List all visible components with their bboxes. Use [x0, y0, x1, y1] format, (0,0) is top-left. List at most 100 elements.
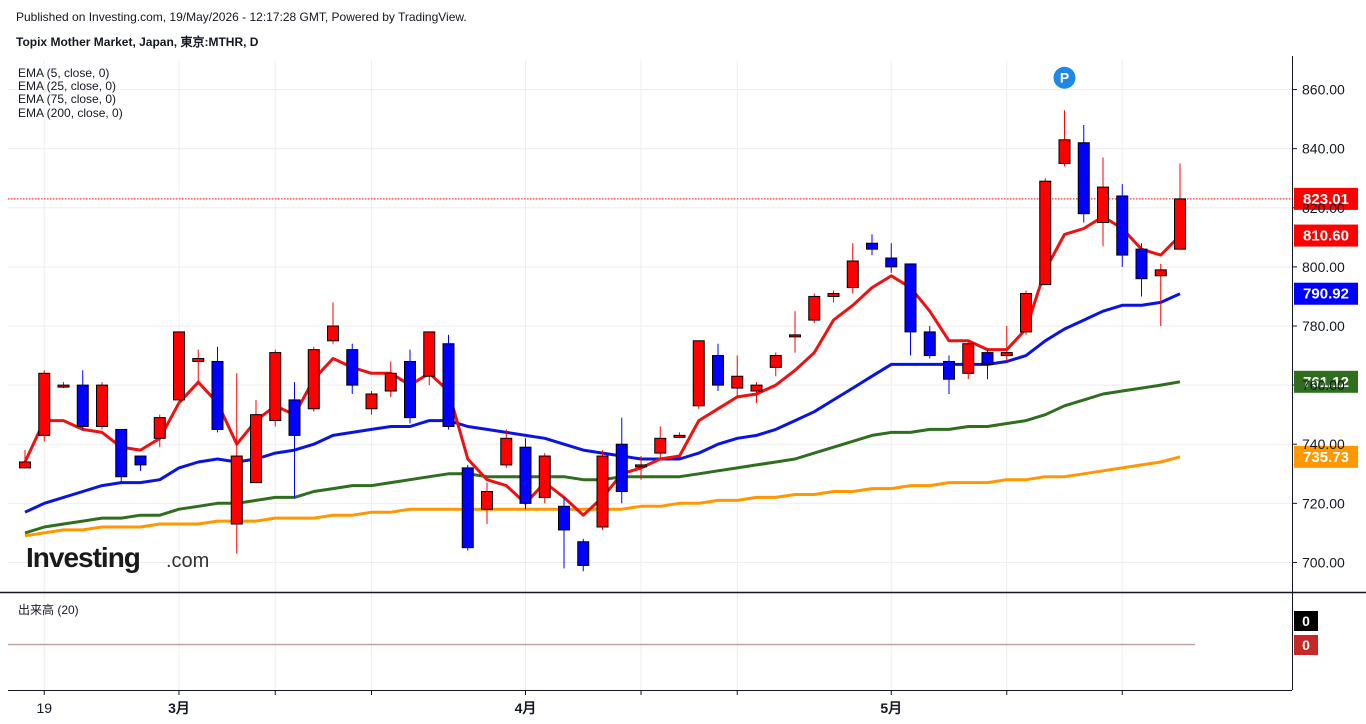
indicator-ema25: EMA (25, close, 0) — [18, 79, 116, 93]
candle-body — [692, 340, 705, 407]
volume-tag-b — [1294, 635, 1318, 655]
candle-body — [596, 455, 609, 528]
published-info: Published on Investing.com, 19/May/2026 … — [16, 10, 467, 24]
indicator-legend: EMA (5, close, 0) EMA (25, close, 0) EMA… — [18, 66, 123, 120]
candle-body — [789, 334, 801, 338]
price-tick-label: 820.00 — [1302, 200, 1345, 216]
candle-body — [1058, 139, 1071, 164]
candle-body — [384, 372, 397, 392]
candle-body — [1135, 248, 1148, 280]
volume-tag-a — [1294, 611, 1318, 631]
candle-body — [423, 331, 436, 377]
candle-body — [327, 325, 339, 342]
price-tick-label: 700.00 — [1302, 554, 1345, 570]
indicator-ema200: EMA (200, close, 0) — [18, 106, 123, 120]
candle-body — [192, 358, 205, 362]
candle-body — [1020, 292, 1032, 333]
candle-body — [1116, 195, 1129, 256]
marker-letter: P — [1060, 70, 1069, 86]
price-tags: 823.01 810.60 790.92 761.12 735.73 — [1294, 187, 1358, 468]
candle-body — [1174, 198, 1186, 250]
marker-circle — [1053, 66, 1076, 89]
candle-body — [519, 446, 532, 504]
candle-body — [269, 352, 282, 422]
price-tag-label: 761.12 — [1303, 374, 1349, 391]
price-tick-label: 780.00 — [1302, 318, 1345, 334]
candle-body — [288, 399, 301, 436]
candle-body — [654, 437, 667, 454]
candle-body — [307, 349, 320, 410]
time-tick-label: 4月 — [515, 700, 537, 716]
volume-label: 出来高 (20) — [18, 602, 79, 617]
candle-body — [904, 263, 917, 333]
candle-body — [57, 384, 70, 388]
grid-lines — [8, 60, 1292, 690]
candle-body — [346, 349, 359, 386]
price-tag-bg — [1294, 187, 1358, 210]
candle-body — [635, 464, 647, 468]
candle-body — [153, 417, 166, 439]
signal-marker[interactable]: P — [1053, 66, 1076, 89]
candle-body — [1097, 186, 1109, 224]
price-tag-label: 810.60 — [1303, 228, 1349, 245]
price-tick-label: 760.00 — [1302, 377, 1345, 393]
candle-body — [981, 352, 994, 365]
time-tick-label: 3月 — [168, 700, 190, 716]
candle-body — [461, 467, 474, 549]
price-tag-bg — [1294, 224, 1358, 247]
volume-panel: 出来高 (20) 0 0 — [8, 602, 1318, 655]
price-tag-label: 823.01 — [1303, 191, 1349, 208]
candle-body — [230, 455, 243, 525]
candle-body — [943, 360, 955, 380]
volume-value-a: 0 — [1302, 613, 1310, 629]
volume-value-b: 0 — [1302, 637, 1310, 653]
investing-logo: Investing .com — [26, 542, 209, 573]
candle-body — [173, 331, 185, 401]
candle-body — [442, 343, 455, 427]
price-tick-label: 720.00 — [1302, 495, 1345, 511]
candle-body — [365, 393, 378, 410]
price-tick-label: 740.00 — [1302, 436, 1345, 452]
price-tag-bg — [1294, 370, 1358, 393]
candle-body — [808, 295, 821, 321]
candle-body — [1077, 142, 1090, 215]
candle-body — [38, 372, 51, 436]
candle-body — [885, 257, 898, 268]
price-tick-label: 860.00 — [1302, 82, 1345, 98]
logo-suffix: .com — [166, 550, 209, 572]
candle-body — [673, 434, 686, 438]
candle-body — [1000, 352, 1013, 357]
candle-body — [76, 384, 89, 427]
candle-body — [211, 360, 224, 430]
candle-body — [750, 384, 763, 392]
candle-body — [923, 331, 936, 357]
candle-body — [500, 437, 513, 466]
indicator-ema5: EMA (5, close, 0) — [18, 66, 109, 80]
candle-body — [731, 375, 744, 389]
time-tick-label: 5月 — [880, 700, 902, 716]
candle-body — [115, 428, 128, 478]
candle-body — [19, 461, 31, 469]
logo-brand: Investing — [26, 542, 140, 573]
candle-body — [134, 455, 147, 466]
candles — [19, 110, 1186, 572]
candle-body — [404, 360, 416, 419]
candle-body — [481, 491, 493, 510]
candle-body — [712, 355, 724, 386]
candle-body — [615, 443, 628, 493]
candle-body — [538, 455, 551, 498]
candle-body — [1039, 180, 1052, 286]
time-tick-label: 19 — [36, 700, 52, 716]
candle-body — [962, 343, 975, 374]
candle-body — [827, 292, 840, 297]
chart-title: Topix Mother Market, Japan, 東京:MTHR, D — [16, 35, 259, 49]
candle-body — [866, 242, 878, 250]
candle-body — [250, 414, 262, 484]
candle-body — [577, 541, 590, 566]
price-tick-label: 800.00 — [1302, 259, 1345, 275]
price-tag-bg — [1294, 445, 1358, 468]
candle-body — [1154, 269, 1167, 277]
price-tick-label: 840.00 — [1302, 141, 1345, 157]
candle-body — [769, 355, 782, 368]
